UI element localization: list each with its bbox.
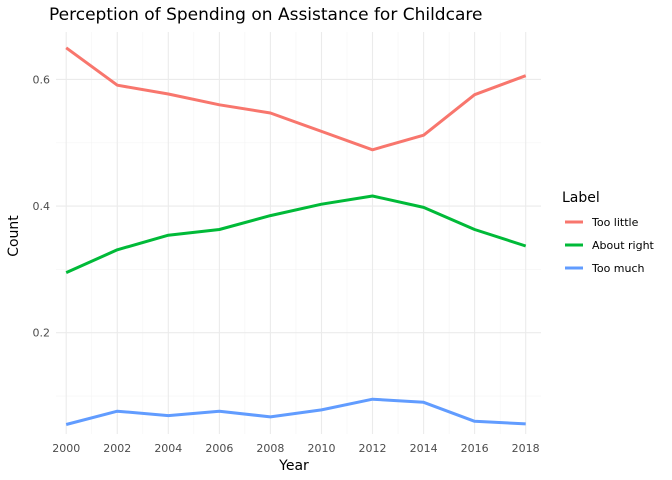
x-tick-label: 2000 [52, 442, 80, 455]
legend-label-too-much: Too much [591, 262, 645, 275]
x-tick-label: 2012 [359, 442, 387, 455]
y-axis-tick-labels: 0.2 0.4 0.6 [33, 73, 51, 339]
series-line-about-right [65, 194, 527, 274]
series-line-too-much [65, 397, 526, 426]
grid-lines [56, 32, 541, 434]
y-axis-title: Count [6, 215, 22, 257]
series-lines [65, 46, 527, 426]
x-tick-label: 2008 [256, 442, 284, 455]
x-tick-label: 2010 [307, 442, 335, 455]
x-axis-title: Year [278, 458, 309, 474]
legend-label-too-little: Too little [591, 216, 639, 229]
x-tick-label: 2016 [461, 442, 489, 455]
x-tick-label: 2004 [154, 442, 182, 455]
chart-title: Perception of Spending on Assistance for… [49, 5, 482, 25]
x-tick-label: 2002 [103, 442, 131, 455]
y-tick-label: 0.4 [33, 200, 51, 213]
x-tick-label: 2006 [205, 442, 233, 455]
x-tick-label: 2014 [410, 442, 438, 455]
x-tick-label: 2018 [512, 442, 540, 455]
x-axis-tick-labels: 2000 2002 2004 2006 2008 2010 2012 2014 2016 2018 [52, 442, 539, 455]
y-tick-label: 0.2 [33, 327, 51, 340]
series-line-too-little [65, 46, 527, 152]
legend: Label Too little About right Too much [562, 190, 655, 275]
y-tick-label: 0.6 [33, 73, 51, 86]
legend-label-about-right: About right [592, 239, 655, 252]
legend-title: Label [562, 190, 600, 206]
